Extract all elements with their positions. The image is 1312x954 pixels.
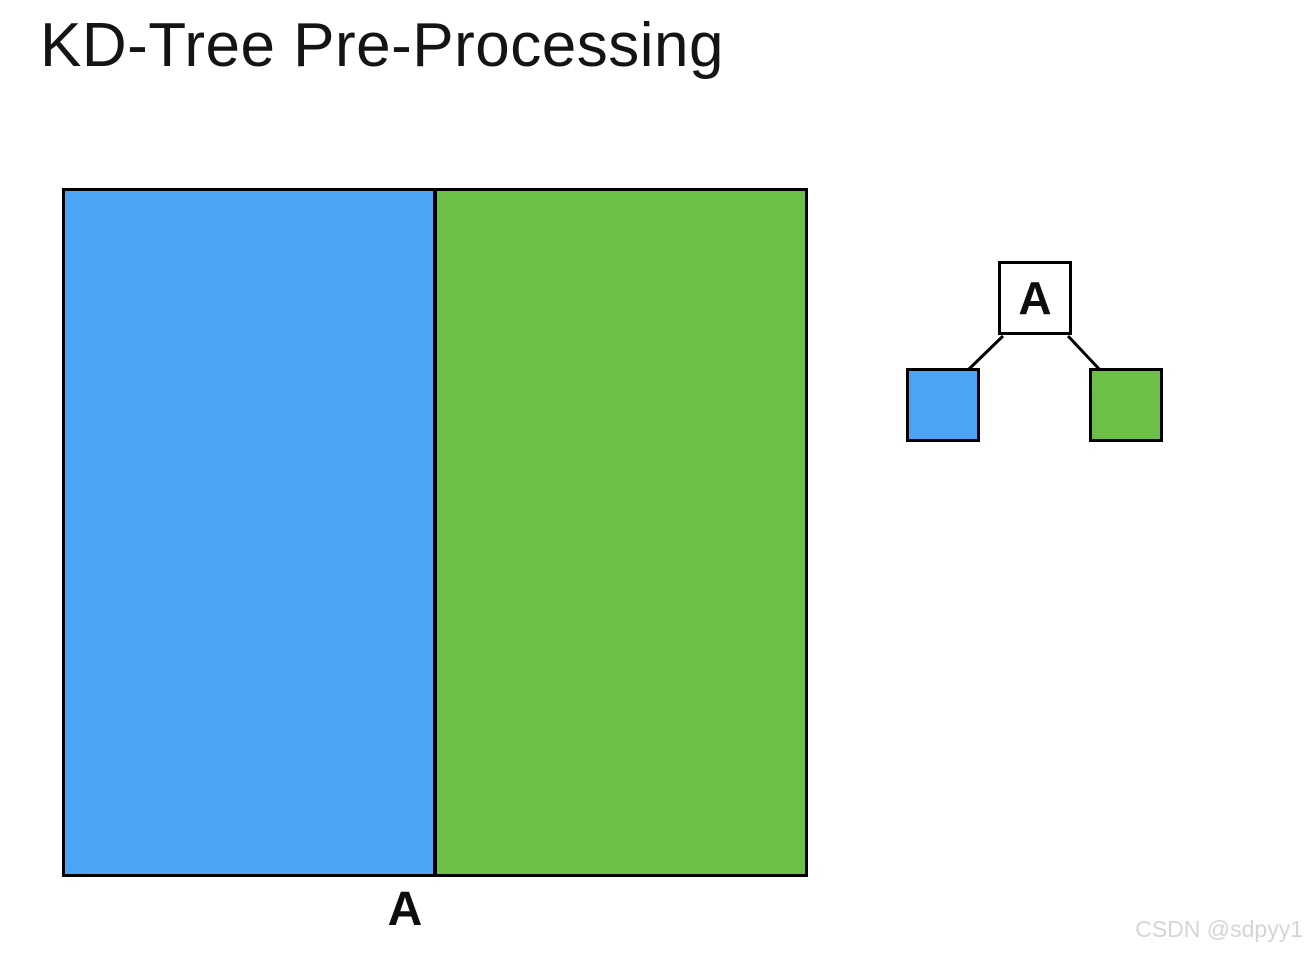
partition-right-region [437, 191, 805, 874]
watermark: CSDN @sdpyy1 [1135, 916, 1303, 942]
tree-right-child-node [1089, 368, 1163, 442]
tree-root-node: A [998, 261, 1072, 335]
tree-root-label: A [1018, 272, 1052, 324]
partition-split-line [433, 191, 437, 874]
tree-edge-left [965, 334, 1005, 373]
tree-left-child-node [906, 368, 980, 442]
kd-partition-diagram [62, 188, 808, 877]
tree-edge-right [1066, 334, 1103, 373]
partition-split-label: A [387, 883, 423, 936]
partition-left-region [65, 191, 433, 874]
page-title: KD-Tree Pre-Processing [40, 11, 725, 80]
